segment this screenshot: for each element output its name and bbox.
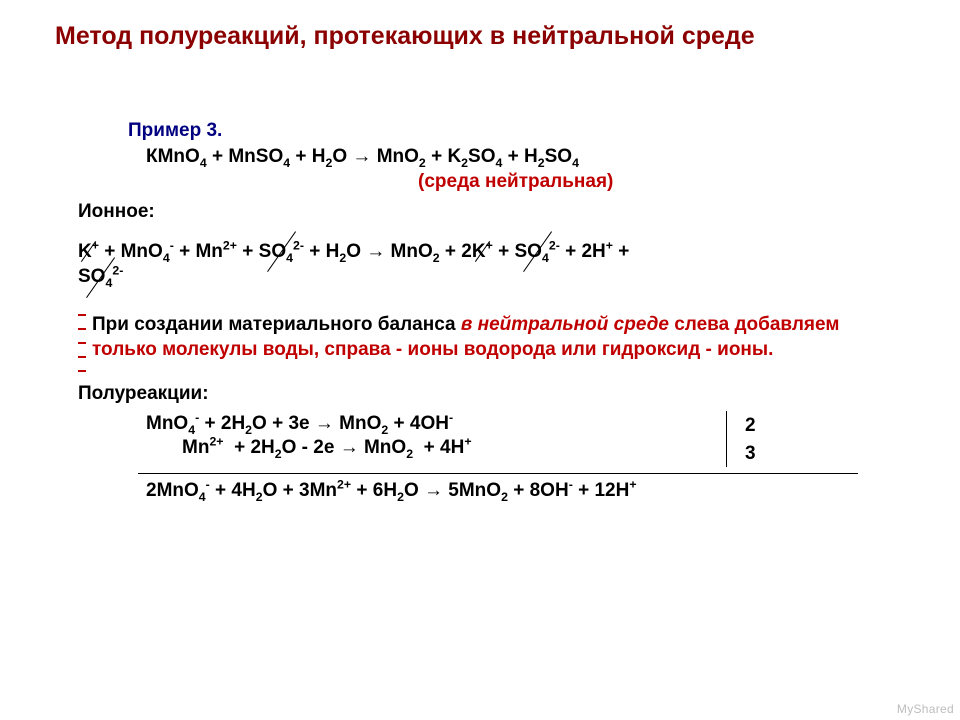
half-reaction-2: Mn2+ + 2H2O - 2e → MnO2 + 4H+ <box>78 437 722 459</box>
half-reactions-table: MnO4- + 2H2O + 3e → MnO2 + 4OH- Mn2+ + 2… <box>78 413 898 467</box>
ionic-equation-line1: K+ + MnO4- + Mn2+ + SO42- + H2O → MnO2 +… <box>78 239 898 265</box>
molecular-equation: КMnO4 + MnSO4 + H2O → MnO2 + K2SO4 + H2S… <box>78 144 898 170</box>
ionic-label: Ионное: <box>78 199 898 225</box>
sum-equation: 2MnO4- + 4H2O + 3Mn2+ + 6H2O → 5MnO2 + 8… <box>78 478 898 504</box>
sum-divider <box>138 473 858 474</box>
watermark: MyShared <box>897 702 954 716</box>
multiplier-1: 2 <box>745 413 775 437</box>
multiplier-2: 3 <box>745 437 775 465</box>
example-label: Пример 3. <box>78 118 898 144</box>
page-title: Метод полуреакций, протекающих в нейтрал… <box>55 22 755 51</box>
rule-marker <box>78 314 86 361</box>
medium-note: (среда нейтральная) <box>78 169 898 195</box>
half-reaction-1: MnO4- + 2H2O + 3e → MnO2 + 4OH- <box>78 413 686 435</box>
rule-text: При создании материального баланса в ней… <box>92 312 898 363</box>
half-reactions-label: Полуреакции: <box>78 381 898 407</box>
multiplier-divider <box>726 411 727 467</box>
content-block: Пример 3. КMnO4 + MnSO4 + H2O → MnO2 + K… <box>78 118 898 503</box>
rule-block: При создании материального баланса в ней… <box>78 312 898 363</box>
ionic-equation-line2: SO42- <box>78 264 898 290</box>
